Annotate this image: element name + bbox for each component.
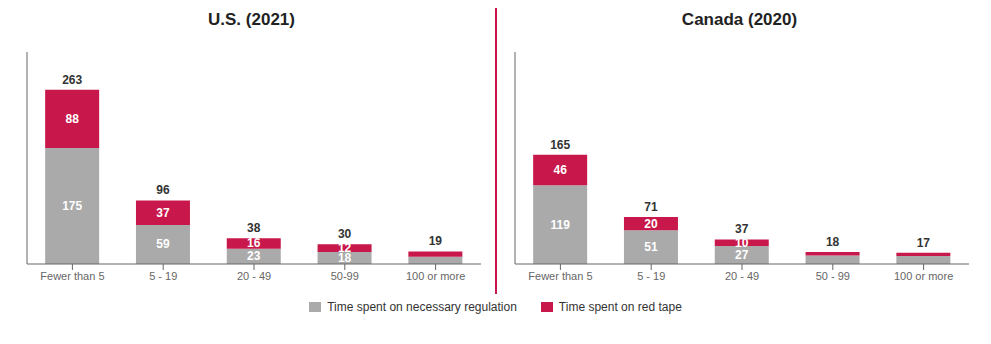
svg-text:20: 20 (644, 217, 658, 231)
svg-text:175: 175 (62, 199, 82, 213)
svg-text:5 - 19: 5 - 19 (149, 270, 177, 282)
svg-text:38: 38 (247, 221, 261, 235)
svg-text:71: 71 (644, 200, 658, 214)
svg-text:17: 17 (916, 236, 930, 250)
svg-text:96: 96 (156, 183, 170, 197)
svg-text:165: 165 (550, 138, 570, 152)
svg-text:50-99: 50-99 (330, 270, 358, 282)
svg-text:23: 23 (247, 249, 261, 263)
svg-text:51: 51 (644, 240, 658, 254)
svg-text:Fewer than 5: Fewer than 5 (528, 270, 592, 282)
svg-text:37: 37 (735, 222, 749, 236)
svg-text:263: 263 (62, 73, 82, 87)
svg-text:30: 30 (337, 227, 351, 241)
svg-text:16: 16 (247, 236, 261, 250)
svg-text:50 - 99: 50 - 99 (815, 270, 849, 282)
svg-text:59: 59 (156, 237, 170, 251)
svg-text:27: 27 (735, 248, 749, 262)
html-text:U.S. (2021): U.S. (2021) (208, 10, 295, 29)
html-text:Time spent on necessary regula: Time spent on necessary regulation (327, 300, 517, 314)
html-text:Time spent on red tape: Time spent on red tape (558, 300, 682, 314)
svg-text:Fewer than 5: Fewer than 5 (40, 270, 104, 282)
svg-text:18: 18 (337, 251, 351, 265)
svg-text:12: 12 (337, 241, 351, 255)
svg-text:46: 46 (553, 163, 567, 177)
svg-text:100 or more: 100 or more (893, 270, 952, 282)
svg-text:100 or more: 100 or more (405, 270, 464, 282)
svg-text:18: 18 (825, 235, 839, 249)
svg-text:5 - 19: 5 - 19 (637, 270, 665, 282)
svg-text:19: 19 (428, 234, 442, 248)
svg-text:20 - 49: 20 - 49 (236, 270, 270, 282)
svg-text:20 - 49: 20 - 49 (724, 270, 758, 282)
svg-text:37: 37 (156, 206, 170, 220)
svg-text:88: 88 (65, 112, 79, 126)
svg-text:119: 119 (550, 218, 570, 232)
svg-text:10: 10 (735, 236, 749, 250)
html-text:Canada (2020): Canada (2020) (681, 10, 798, 29)
